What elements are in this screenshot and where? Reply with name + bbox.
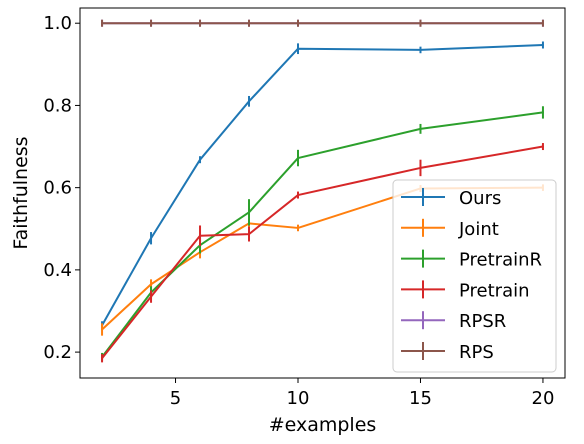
y-axis-label: Faithfulness (10, 136, 32, 249)
x-tick-label: 20 (532, 388, 555, 409)
series-rps (101, 19, 544, 27)
y-tick-label: 0.4 (43, 260, 72, 281)
series-ours (101, 41, 544, 330)
x-axis-label: #examples (269, 414, 377, 436)
axis-ticks: 5 10 15 20 0.2 0.4 0.6 0.8 1.0 (43, 13, 554, 409)
x-tick-label: 10 (287, 388, 310, 409)
legend-label: Joint (458, 219, 499, 240)
x-tick-label: 15 (409, 388, 432, 409)
legend-label: Ours (459, 188, 501, 209)
legend-label: Pretrain (459, 280, 530, 301)
y-tick-label: 1.0 (43, 13, 72, 34)
y-tick-label: 0.2 (43, 342, 72, 363)
legend-item-ours: Ours (401, 188, 501, 209)
series-pretrain (101, 143, 544, 363)
y-tick-label: 0.6 (43, 178, 72, 199)
legend-item-pretrainr: PretrainR (401, 249, 542, 271)
series-layer (101, 19, 544, 363)
legend-item-rps: RPS (401, 342, 494, 363)
legend: Ours Joint PretrainR Pretrain RPSR RPS (392, 179, 557, 373)
legend-item-pretrain: Pretrain (401, 280, 530, 301)
legend-item-joint: Joint (401, 218, 499, 240)
legend-label: PretrainR (459, 250, 542, 271)
legend-item-rpsr: RPSR (401, 311, 506, 332)
y-tick-label: 0.8 (43, 95, 72, 116)
legend-items: Ours Joint PretrainR Pretrain RPSR RPS (401, 188, 542, 363)
legend-label: RPS (459, 342, 494, 363)
x-tick-label: 5 (170, 388, 181, 409)
legend-label: RPSR (459, 311, 506, 332)
plot-frame (79, 7, 566, 379)
